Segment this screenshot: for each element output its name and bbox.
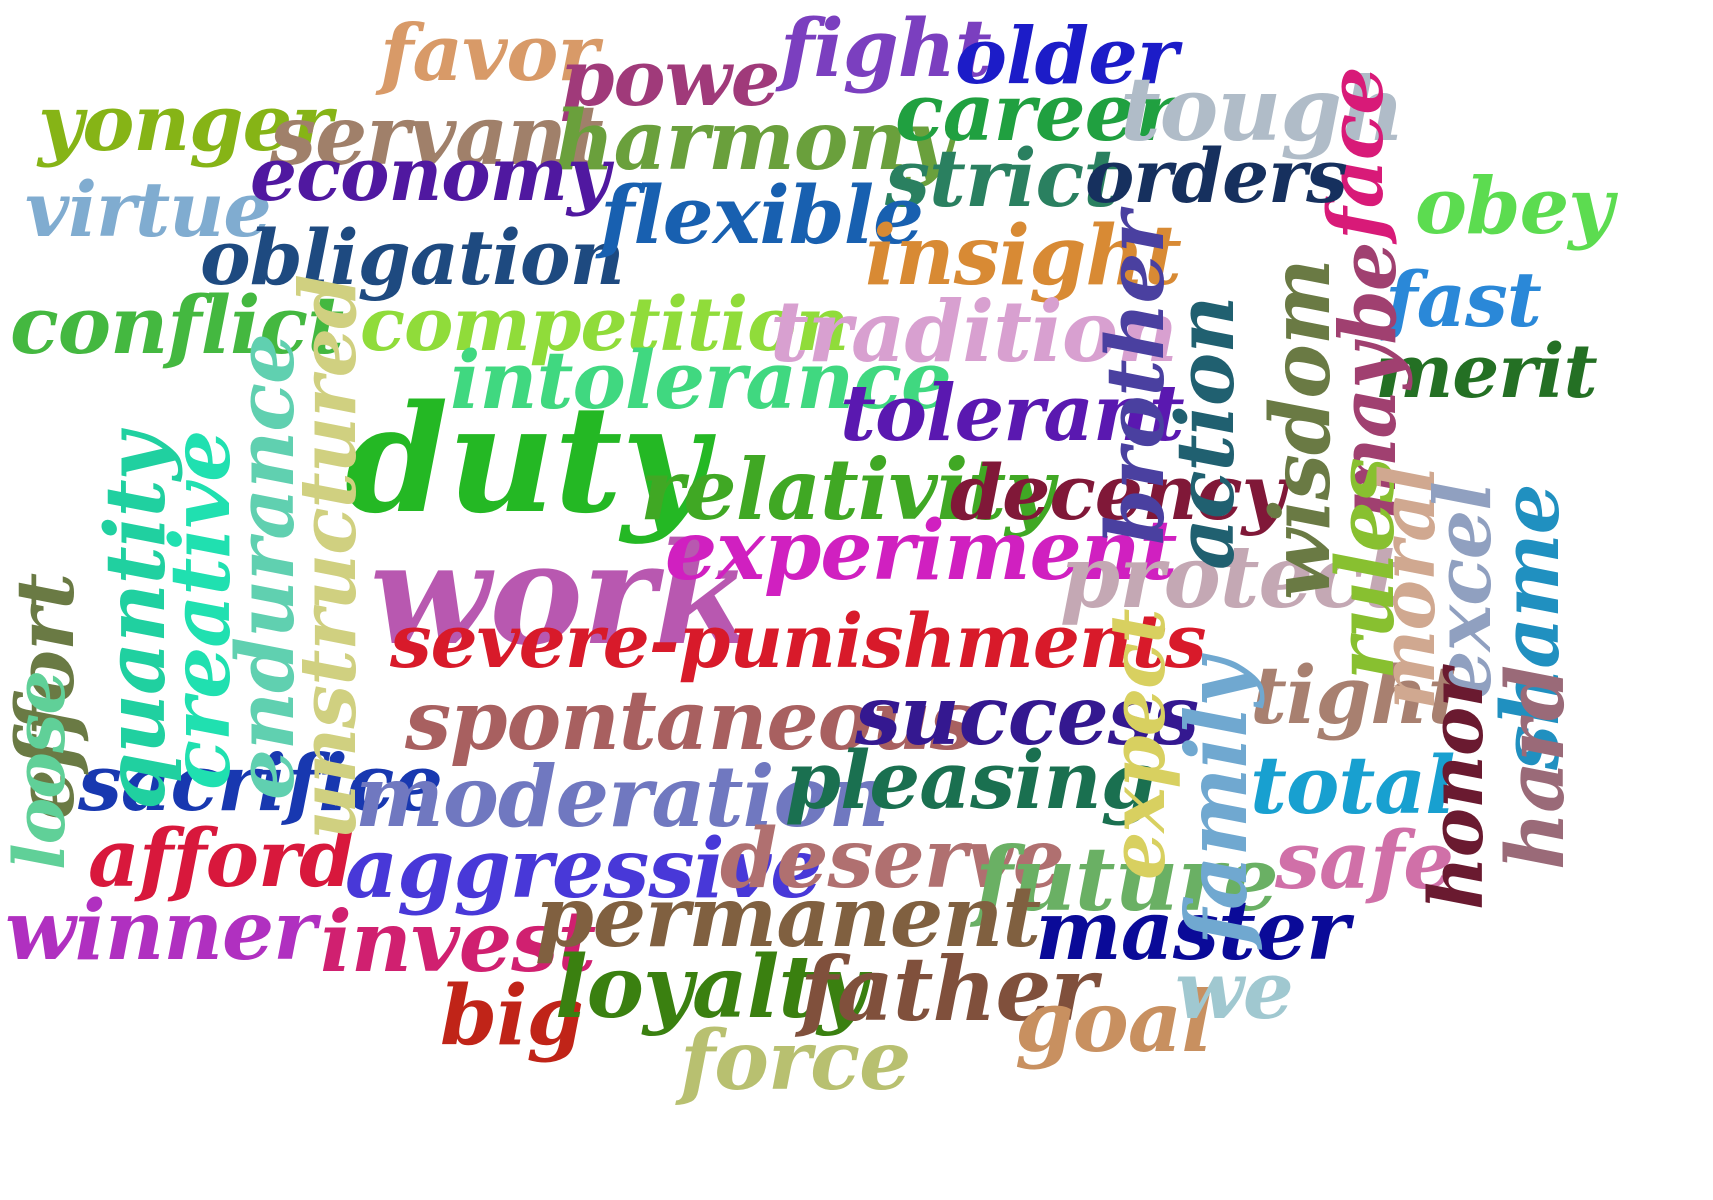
word-permanent: permanent [535,867,1041,966]
word-safe: safe [1275,813,1454,907]
word-strict: strict [885,131,1120,225]
word-work: work [370,513,752,677]
word-duty: duty [345,372,707,546]
word-force: force [680,1013,911,1109]
word-orders: orders [1085,134,1348,220]
word-flexible: flexible [600,168,924,262]
word-master: master [1035,883,1349,979]
word-tight: tight [1250,648,1464,742]
word-obligation: obligation [200,213,625,302]
word-protect: protect [1060,527,1403,628]
word-career: career [895,65,1177,159]
word-servant: servant [270,88,604,184]
word-severe-punishments: severe-punishments [390,599,1207,685]
word-powe: powe [560,33,780,124]
word-loose: loose [0,671,81,870]
word-invest: invest [320,892,596,991]
word-action: action [1158,296,1252,570]
word-obey: obey [1415,161,1614,252]
word-harmony: harmony [555,93,954,189]
word-relativity: relativity [640,440,1054,539]
word-competition: competition [360,282,849,368]
word-father: father [800,937,1097,1041]
word-tough: tough [1120,57,1405,161]
word-spontaneous: spontaneous [405,673,976,769]
word-tradition: tradition [770,282,1178,381]
word-decency: decency [950,448,1286,537]
word-hard: hard [1488,665,1582,870]
word-future: future [975,827,1279,931]
word-economy: economy [250,132,610,218]
word-yonger: yonger [38,78,332,169]
word-loyalty: loyalty [555,937,867,1038]
word-honor: honor [1414,669,1500,910]
word-merit: merit [1375,329,1598,415]
word-older: older [955,11,1178,102]
word-favor: favor [380,8,599,99]
word-pleasing: pleasing [785,733,1157,827]
word-aggressive: aggressive [345,821,822,917]
word-intolerance: intolerance [450,333,952,427]
word-goal: goal [1015,972,1213,1071]
word-afford: afford [88,811,355,905]
word-unstructured: unstructured [283,275,374,840]
word-tolerant: tolerant [840,368,1185,459]
word-deserve: deserve [720,811,1065,907]
word-moderation: moderation [355,747,890,846]
word-big: big [440,968,584,1064]
word-experiment: experiment [665,503,1177,599]
word-total: total [1250,738,1455,832]
word-virtue: virtue [25,165,272,254]
word-sacrifice: sacrifice [78,738,443,829]
word-insight: insight [865,208,1182,304]
word-expect: expect [1093,609,1182,880]
word-conflict: conflict [10,278,344,372]
word-fast: fast [1385,255,1542,344]
word-fight: fight [780,1,992,95]
word-winner: winner [5,883,316,979]
word-we: we [1175,943,1294,1037]
word-family: family [1167,658,1266,945]
word-success: success [855,668,1199,764]
